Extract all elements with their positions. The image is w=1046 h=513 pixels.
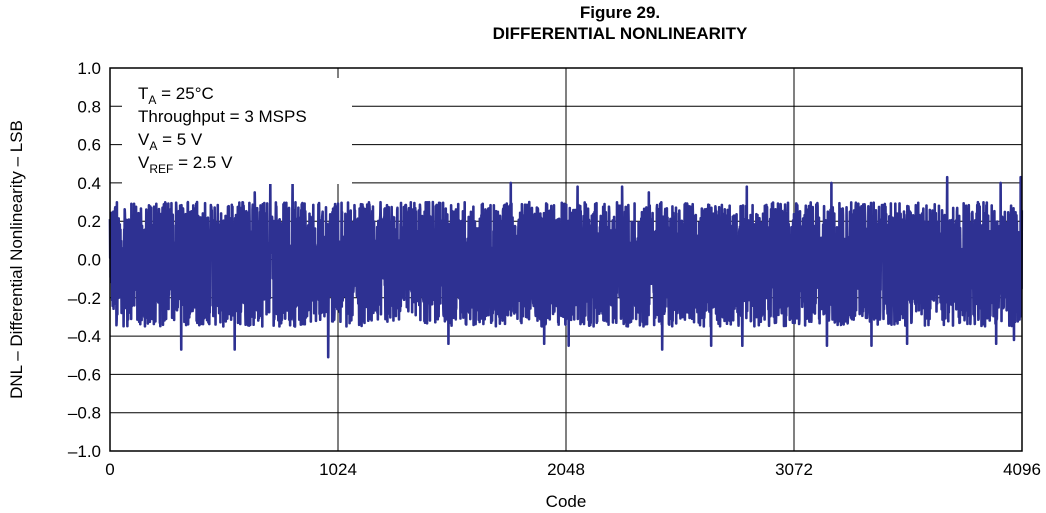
figure-number: Figure 29. — [579, 3, 661, 22]
y-tick-label: –0.8 — [68, 404, 101, 423]
y-tick-label: –1.0 — [68, 442, 101, 461]
x-tick-label: 3072 — [775, 460, 813, 479]
annotation-line: Throughput = 3 MSPS — [138, 107, 307, 126]
y-tick-label: 0.8 — [77, 97, 101, 116]
chart-title: DIFFERENTIAL NONLINEARITY — [492, 24, 748, 43]
dnl-series-line — [108, 175, 1024, 359]
y-tick-label: –0.2 — [68, 289, 101, 308]
y-tick-label: 0.6 — [77, 136, 101, 155]
annotation-background — [122, 78, 352, 184]
y-tick-label: 0.4 — [77, 174, 101, 193]
data-series — [108, 175, 1024, 359]
x-axis-label: Code — [546, 492, 587, 511]
y-tick-label: 0.0 — [77, 251, 101, 270]
y-tick-label: 0.2 — [77, 212, 101, 231]
annotation-line: TA = 25°C — [138, 84, 214, 107]
x-tick-label: 1024 — [319, 460, 357, 479]
x-tick-label: 4096 — [1003, 460, 1041, 479]
y-axis-label: DNL – Differential Nonlinearity – LSB — [7, 120, 26, 399]
x-tick-labels: 0 1024 2048 3072 4096 — [105, 460, 1041, 479]
plot-frame — [109, 67, 1023, 452]
y-tick-label: –0.6 — [68, 365, 101, 384]
y-tick-labels: 1.0 0.8 0.6 0.4 0.2 0.0 –0.2 –0.4 –0.6 –0.8 –1.0 — [68, 59, 101, 461]
y-tick-label: –0.4 — [68, 327, 101, 346]
annotation-line: VREF = 2.5 V — [138, 153, 233, 176]
x-tick-label: 0 — [105, 460, 114, 479]
annotation-line: VA = 5 V — [138, 130, 203, 153]
x-tick-label: 2048 — [547, 460, 585, 479]
y-tick-label: 1.0 — [77, 59, 101, 78]
